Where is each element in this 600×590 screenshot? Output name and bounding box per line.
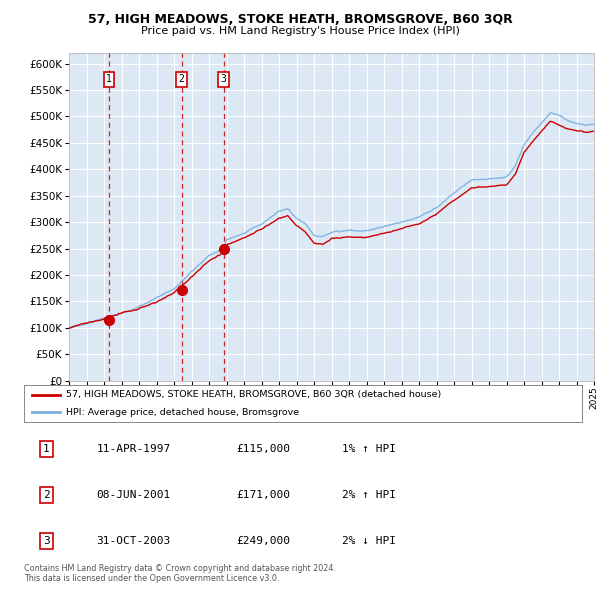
Text: 1% ↑ HPI: 1% ↑ HPI (342, 444, 396, 454)
Text: 2: 2 (179, 74, 185, 84)
Text: £171,000: £171,000 (236, 490, 290, 500)
Text: 3: 3 (221, 74, 226, 84)
Text: 57, HIGH MEADOWS, STOKE HEATH, BROMSGROVE, B60 3QR: 57, HIGH MEADOWS, STOKE HEATH, BROMSGROV… (88, 13, 512, 26)
Text: Price paid vs. HM Land Registry's House Price Index (HPI): Price paid vs. HM Land Registry's House … (140, 26, 460, 36)
Text: 1: 1 (43, 444, 50, 454)
Text: 57, HIGH MEADOWS, STOKE HEATH, BROMSGROVE, B60 3QR (detached house): 57, HIGH MEADOWS, STOKE HEATH, BROMSGROV… (66, 390, 441, 399)
Text: 08-JUN-2001: 08-JUN-2001 (97, 490, 171, 500)
Text: 2% ↑ HPI: 2% ↑ HPI (342, 490, 396, 500)
Text: 31-OCT-2003: 31-OCT-2003 (97, 536, 171, 546)
Text: 2% ↓ HPI: 2% ↓ HPI (342, 536, 396, 546)
Text: 1: 1 (106, 74, 112, 84)
Text: HPI: Average price, detached house, Bromsgrove: HPI: Average price, detached house, Brom… (66, 408, 299, 417)
Text: £249,000: £249,000 (236, 536, 290, 546)
Text: 3: 3 (43, 536, 50, 546)
Text: Contains HM Land Registry data © Crown copyright and database right 2024.
This d: Contains HM Land Registry data © Crown c… (24, 563, 336, 583)
Text: 2: 2 (43, 490, 50, 500)
Text: 11-APR-1997: 11-APR-1997 (97, 444, 171, 454)
Text: £115,000: £115,000 (236, 444, 290, 454)
